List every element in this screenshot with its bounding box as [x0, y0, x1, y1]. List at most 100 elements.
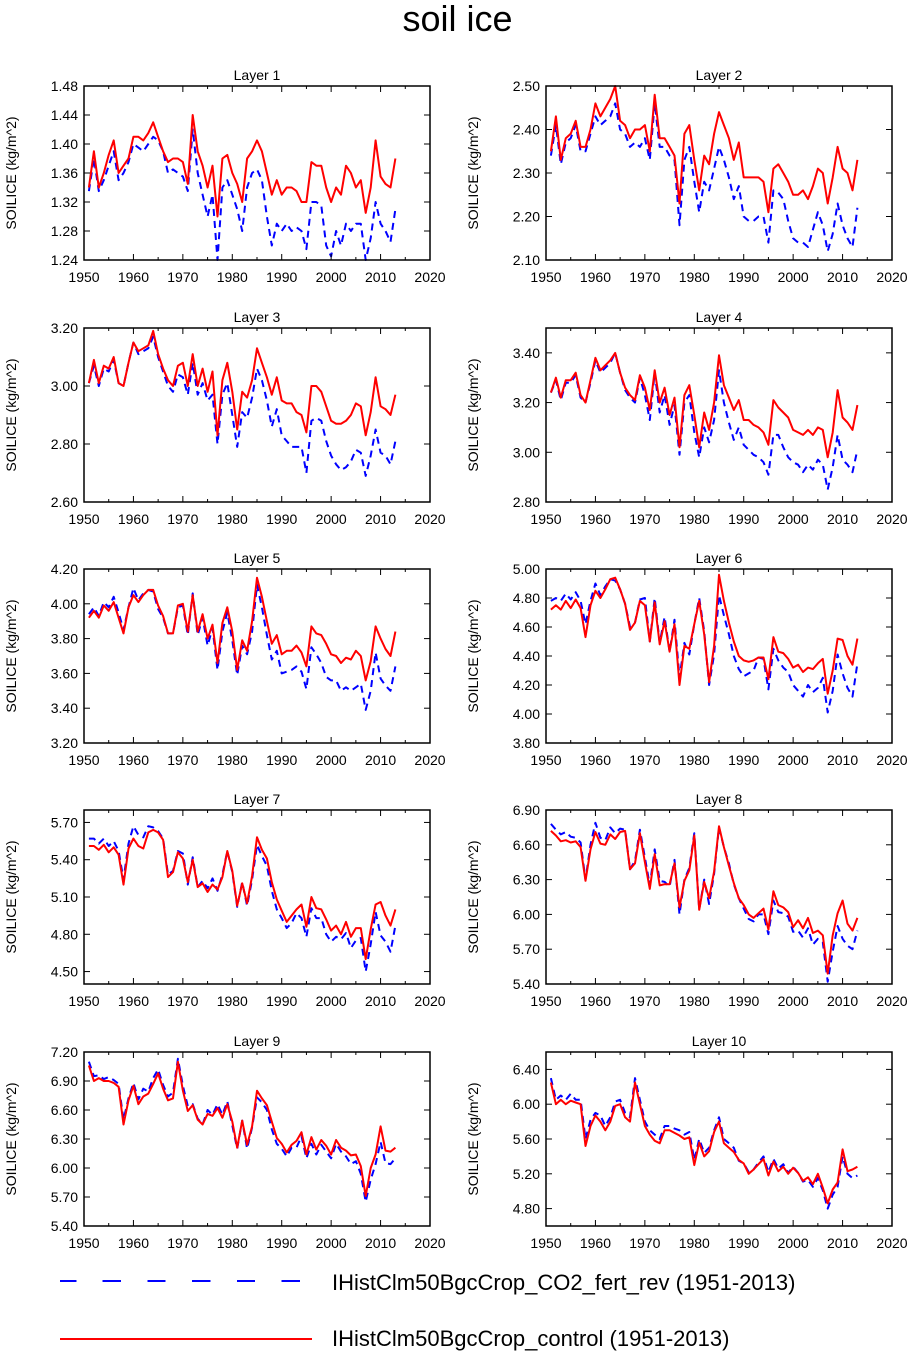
plot-frame: [545, 1051, 893, 1227]
legend-label-co2-fert: IHistClm50BgcCrop_CO2_fert_rev (1951-201…: [332, 1270, 796, 1295]
y-tick-label: 5.70: [51, 814, 78, 830]
panel-title: Layer 1: [234, 67, 281, 83]
x-tick-label: 2010: [827, 269, 858, 285]
x-tick-label: 2010: [365, 752, 396, 768]
y-axis-label: SOILICE (kg/m^2): [3, 840, 19, 953]
y-tick-label: 6.00: [513, 1096, 540, 1112]
series-line-co2-fert: [549, 102, 859, 253]
x-tick-label: 2000: [316, 1235, 347, 1251]
x-tick-label: 1970: [629, 993, 660, 1009]
series-line-control: [550, 573, 859, 695]
y-tick-label: 1.32: [51, 194, 78, 210]
x-tick-label: 1950: [68, 993, 99, 1009]
series-line-control: [88, 828, 397, 961]
series-line-control: [549, 1081, 858, 1205]
x-tick-label: 2000: [778, 993, 809, 1009]
chart-panel-4: 1950 1960 1970 1980 1990 2000 2010 2020 2.80 3.00…: [465, 309, 908, 527]
x-tick-label: 1960: [118, 1235, 149, 1251]
x-tick-label: 1990: [266, 1235, 297, 1251]
series-line-control: [87, 329, 397, 437]
x-tick-label: 1960: [118, 752, 149, 768]
x-tick-label: 1960: [118, 269, 149, 285]
y-tick-label: 4.20: [51, 561, 78, 577]
x-tick-label: 1980: [217, 993, 248, 1009]
x-tick-label: 2010: [365, 993, 396, 1009]
y-tick-label: 5.20: [513, 1166, 540, 1182]
x-tick-label: 1950: [68, 1235, 99, 1251]
x-tick-label: 2020: [414, 752, 445, 768]
x-tick-label: 1950: [530, 269, 561, 285]
x-tick-label: 2020: [876, 511, 907, 527]
x-tick-label: 1970: [629, 752, 660, 768]
x-tick-label: 2020: [414, 269, 445, 285]
x-tick-label: 1950: [68, 752, 99, 768]
y-tick-label: 5.40: [51, 1218, 78, 1234]
x-tick-label: 1980: [679, 993, 710, 1009]
x-tick-label: 1970: [167, 1235, 198, 1251]
x-tick-label: 2000: [778, 752, 809, 768]
x-tick-label: 2010: [827, 511, 858, 527]
y-axis-label: SOILICE (kg/m^2): [3, 116, 19, 229]
x-tick-label: 1990: [266, 993, 297, 1009]
y-axis-label: SOILICE (kg/m^2): [465, 116, 481, 229]
series-line-control: [87, 114, 397, 218]
y-tick-label: 6.00: [51, 1160, 78, 1176]
x-tick-label: 2020: [876, 1235, 907, 1251]
panel-title: Layer 3: [234, 309, 281, 325]
x-tick-label: 2020: [876, 269, 907, 285]
x-tick-label: 2020: [414, 993, 445, 1009]
y-tick-label: 3.80: [51, 631, 78, 647]
y-tick-label: 2.80: [51, 436, 78, 452]
chart-panel-8: 1950 1960 1970 1980 1990 2000 2010 2020 5.40 5.70…: [465, 791, 908, 1009]
x-tick-label: 2010: [827, 993, 858, 1009]
x-tick-label: 1960: [118, 511, 149, 527]
panel-title: Layer 10: [692, 1033, 747, 1049]
x-tick-label: 2020: [414, 511, 445, 527]
plot-frame: [83, 85, 431, 261]
x-tick-label: 2000: [778, 269, 809, 285]
y-tick-label: 4.40: [513, 648, 540, 664]
y-tick-label: 6.30: [51, 1131, 78, 1147]
series-line-control: [88, 576, 397, 682]
series-line-co2-fert: [87, 128, 397, 261]
y-tick-label: 2.80: [513, 494, 540, 510]
y-tick-label: 5.70: [513, 941, 540, 957]
x-tick-label: 1980: [217, 1235, 248, 1251]
x-tick-label: 2010: [827, 752, 858, 768]
x-tick-label: 1970: [629, 1235, 660, 1251]
x-tick-label: 1990: [728, 511, 759, 527]
chart-panel-5: 1950 1960 1970 1980 1990 2000 2010 2020 3.20 3.40…: [3, 550, 446, 768]
x-tick-label: 1970: [167, 752, 198, 768]
x-tick-label: 1990: [728, 752, 759, 768]
x-tick-label: 1950: [68, 269, 99, 285]
x-tick-label: 1990: [728, 269, 759, 285]
series-line-co2-fert: [87, 1057, 397, 1203]
x-tick-label: 1990: [266, 511, 297, 527]
chart-panel-2: 1950 1960 1970 1980 1990 2000 2010 2020 2.10 2.20…: [465, 67, 908, 285]
x-tick-label: 2000: [778, 1235, 809, 1251]
y-tick-label: 3.60: [51, 665, 78, 681]
y-tick-label: 3.80: [513, 735, 540, 751]
x-tick-label: 1960: [580, 511, 611, 527]
y-tick-label: 6.40: [513, 1061, 540, 1077]
y-tick-label: 2.60: [51, 494, 78, 510]
x-tick-label: 2000: [316, 993, 347, 1009]
x-tick-label: 1970: [167, 269, 198, 285]
x-tick-label: 1960: [580, 1235, 611, 1251]
x-tick-label: 1960: [580, 752, 611, 768]
y-tick-label: 4.80: [513, 1201, 540, 1217]
x-tick-label: 1950: [530, 1235, 561, 1251]
y-tick-label: 4.20: [513, 677, 540, 693]
y-tick-label: 1.48: [51, 78, 78, 94]
x-tick-label: 1950: [530, 752, 561, 768]
chart-panel-10: 1950 1960 1970 1980 1990 2000 2010 2020 4.80 5.20…: [465, 1033, 908, 1251]
x-tick-label: 2010: [365, 511, 396, 527]
y-tick-label: 7.20: [51, 1044, 78, 1060]
series-line-co2-fert: [88, 825, 397, 973]
y-tick-label: 2.40: [513, 122, 540, 138]
y-axis-label: SOILICE (kg/m^2): [465, 840, 481, 953]
chart-panel-9: 1950 1960 1970 1980 1990 2000 2010 2020 5.40 5.70…: [3, 1033, 446, 1251]
chart-panel-1: 1950 1960 1970 1980 1990 2000 2010 2020 1.24 1.28…: [3, 67, 446, 285]
x-tick-label: 1950: [530, 511, 561, 527]
